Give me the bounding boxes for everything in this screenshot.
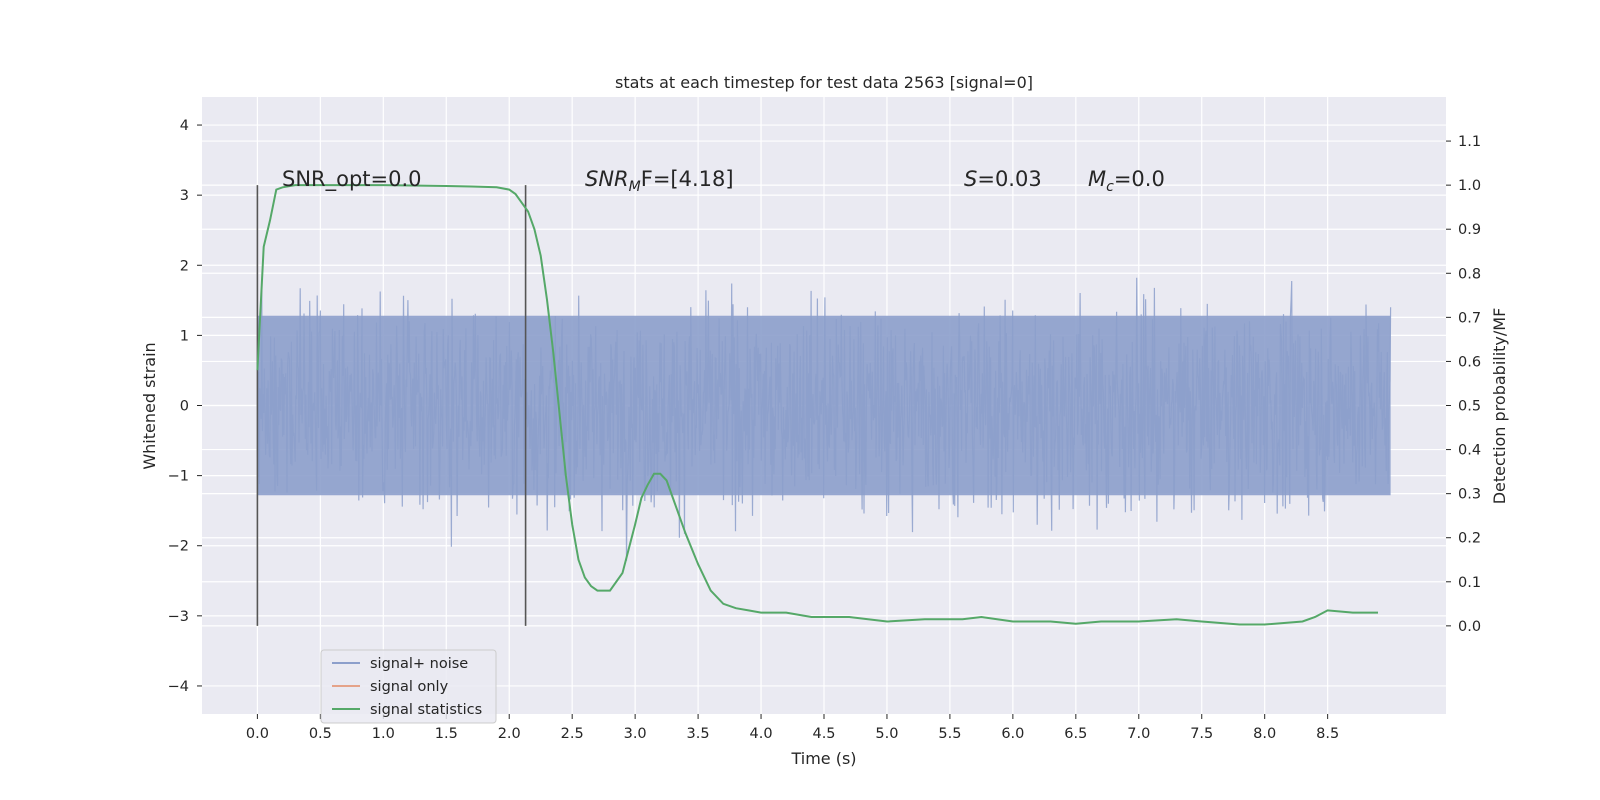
y-left-tick-label-4: 0: [180, 399, 189, 415]
x-tick-label-3: 1.5: [435, 726, 458, 742]
y-left-tick-label-2: 2: [180, 258, 189, 274]
annotation-2: S=0.03: [964, 167, 1042, 191]
x-tick-label-10: 5.0: [875, 726, 898, 742]
legend-label-signal-statistics: signal statistics: [370, 702, 482, 718]
y-right-tick-label-9: 0.2: [1458, 531, 1481, 547]
y-left-tick-label-8: −4: [168, 679, 189, 695]
y-right-tick-label-8: 0.3: [1458, 487, 1481, 503]
statistics-line: [256, 184, 1378, 626]
x-tick-label-17: 8.5: [1316, 726, 1339, 742]
y-left-tick-label-0: 4: [180, 118, 189, 134]
annotations: SNR_opt=0.0 SNRMF=[4.18] S=0.03 Mc=0.0: [282, 167, 1165, 195]
x-axis-label: Time (s): [790, 749, 856, 768]
y-right-tick-label-1: 1.0: [1458, 178, 1481, 194]
y-right-tick-label-10: 0.1: [1458, 575, 1481, 591]
y-axis-left-ticks: 4 3 2 1 0 −1 −2 −3 −4: [168, 118, 202, 695]
y-right-tick-label-2: 0.9: [1458, 222, 1481, 238]
annotation-0: SNR_opt=0.0: [282, 167, 422, 192]
noise-core-band: [257, 315, 1391, 496]
legend: signal+ noise signal only signal statist…: [320, 649, 497, 724]
y-right-tick-label-7: 0.4: [1458, 443, 1481, 459]
x-tick-label-5: 2.5: [561, 726, 584, 742]
chart-title: stats at each timestep for test data 256…: [615, 73, 1033, 92]
y-right-tick-label-11: 0.0: [1458, 619, 1481, 635]
legend-box: [320, 649, 497, 724]
x-axis-ticks: 0.0 0.5 1.0 1.5 2.0 2.5 3.0 3.5 4.0 4.5 5.0 5.5 6.0 6…: [246, 714, 1339, 742]
y-right-tick-label-4: 0.7: [1458, 310, 1481, 326]
y-left-tick-label-7: −3: [168, 609, 189, 625]
x-tick-label-12: 6.0: [1001, 726, 1024, 742]
y-right-tick-label-3: 0.8: [1458, 266, 1481, 282]
annotation-3: Mc=0.0: [1088, 167, 1165, 195]
y-axis-right-ticks: 1.1 1.0 0.9 0.8 0.7 0.6 0.5 0.4 0.3 0.2 0.1 0.0: [1446, 134, 1481, 635]
x-tick-label-1: 0.5: [309, 726, 332, 742]
x-tick-label-11: 5.5: [938, 726, 961, 742]
x-tick-label-13: 6.5: [1064, 726, 1087, 742]
legend-label-signal-noise: signal+ noise: [370, 656, 468, 672]
y-left-tick-label-6: −2: [168, 539, 189, 555]
x-tick-label-4: 2.0: [498, 726, 521, 742]
y-right-tick-label-5: 0.6: [1458, 354, 1481, 370]
annotation-1: SNRMF=[4.18]: [585, 167, 734, 195]
y-axis-right-label: Detection probability/MF: [1490, 308, 1509, 505]
y-right-tick-label-6: 0.5: [1458, 399, 1481, 415]
legend-label-signal-only: signal only: [370, 679, 449, 695]
x-tick-label-16: 8.0: [1253, 726, 1276, 742]
x-tick-label-2: 1.0: [372, 726, 395, 742]
y-right-tick-label-0: 1.1: [1458, 134, 1481, 150]
x-tick-label-6: 3.0: [624, 726, 647, 742]
x-tick-label-7: 3.5: [687, 726, 710, 742]
x-tick-label-0: 0.0: [246, 726, 269, 742]
y-left-tick-label-5: −1: [168, 469, 189, 485]
y-left-tick-label-3: 1: [180, 328, 189, 344]
series-signal-noise: [256, 277, 1392, 561]
marker-lines: [256, 185, 527, 626]
y-axis-left-label: Whitened strain: [140, 342, 159, 469]
x-tick-label-14: 7.0: [1127, 726, 1150, 742]
y-left-tick-label-1: 3: [180, 188, 189, 204]
x-tick-label-9: 4.5: [812, 726, 835, 742]
x-tick-label-8: 4.0: [750, 726, 773, 742]
x-tick-label-15: 7.5: [1190, 726, 1213, 742]
series-signal-statistics: [256, 184, 1378, 626]
